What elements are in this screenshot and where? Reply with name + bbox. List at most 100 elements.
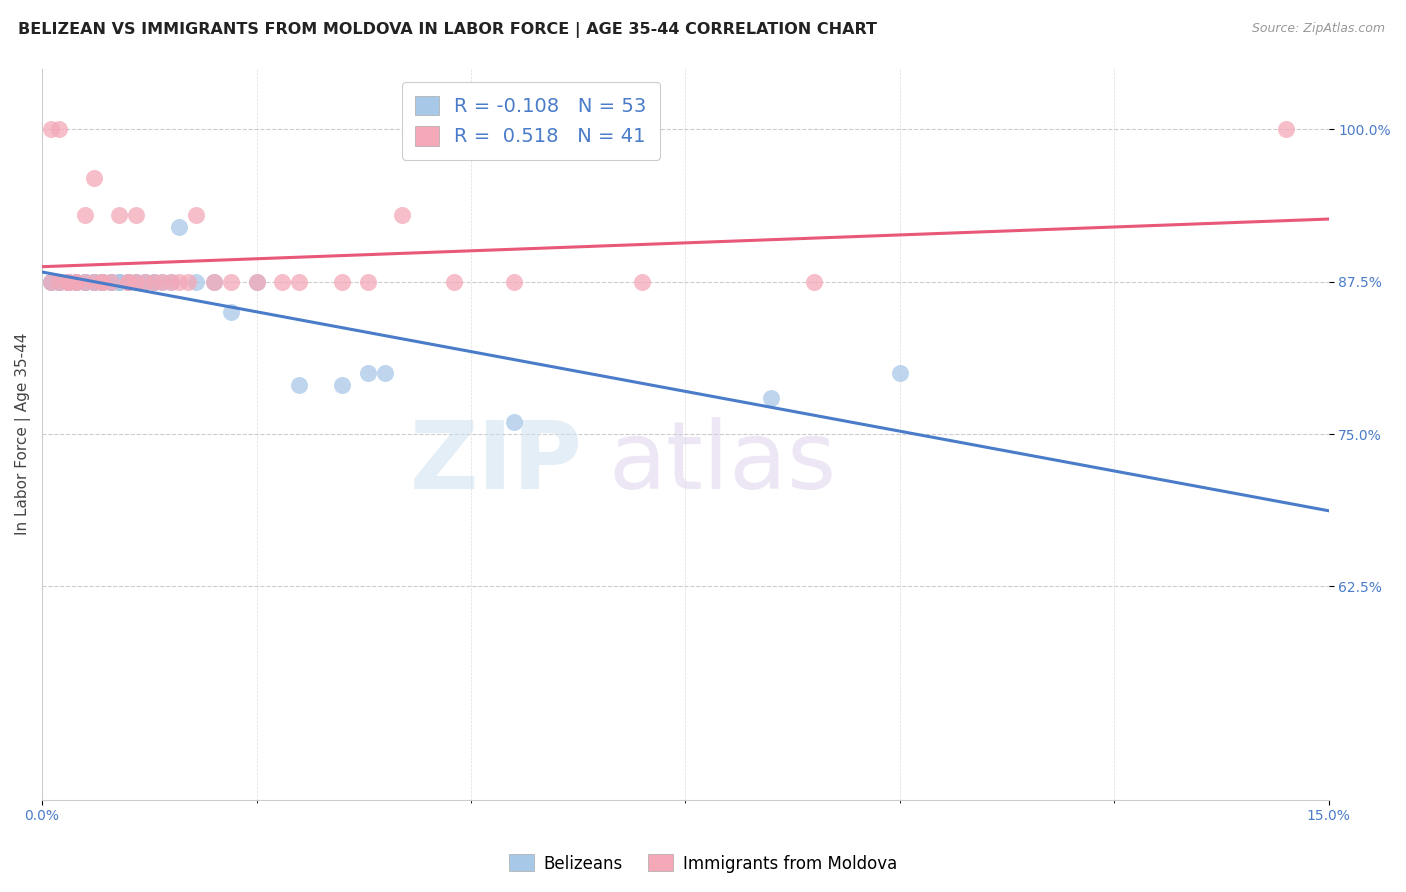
- Point: [48, 275, 70, 289]
- Text: atlas: atlas: [609, 417, 837, 509]
- Point: [39, 275, 62, 289]
- Point: [117, 275, 139, 289]
- Point: [83, 275, 105, 289]
- Point: [65, 275, 87, 289]
- Point: [56, 275, 79, 289]
- Point: [502, 275, 524, 289]
- Point: [142, 275, 165, 289]
- Point: [56, 275, 79, 289]
- Point: [117, 275, 139, 289]
- Point: [91, 275, 114, 289]
- Point: [83, 275, 105, 289]
- Point: [91, 275, 114, 289]
- Point: [108, 208, 131, 222]
- Point: [48, 275, 70, 289]
- Point: [73, 275, 96, 289]
- Point: [288, 378, 311, 392]
- Point: [125, 275, 148, 289]
- Point: [117, 275, 139, 289]
- Text: ZIP: ZIP: [409, 417, 582, 509]
- Point: [186, 275, 208, 289]
- Point: [39, 275, 62, 289]
- Point: [245, 275, 267, 289]
- Point: [631, 275, 654, 289]
- Point: [100, 275, 122, 289]
- Point: [330, 378, 353, 392]
- Point: [159, 275, 181, 289]
- Text: BELIZEAN VS IMMIGRANTS FROM MOLDOVA IN LABOR FORCE | AGE 35-44 CORRELATION CHART: BELIZEAN VS IMMIGRANTS FROM MOLDOVA IN L…: [18, 22, 877, 38]
- Point: [73, 275, 96, 289]
- Point: [65, 275, 87, 289]
- Point: [142, 275, 165, 289]
- Point: [100, 275, 122, 289]
- Point: [83, 171, 105, 186]
- Point: [330, 275, 353, 289]
- Point: [91, 275, 114, 289]
- Point: [48, 275, 70, 289]
- Point: [134, 275, 156, 289]
- Point: [134, 275, 156, 289]
- Point: [83, 275, 105, 289]
- Y-axis label: In Labor Force | Age 35-44: In Labor Force | Age 35-44: [15, 333, 31, 535]
- Point: [150, 275, 173, 289]
- Text: Source: ZipAtlas.com: Source: ZipAtlas.com: [1251, 22, 1385, 36]
- Point: [357, 275, 380, 289]
- Point: [150, 275, 173, 289]
- Point: [186, 208, 208, 222]
- Point: [245, 275, 267, 289]
- Point: [169, 275, 191, 289]
- Point: [100, 275, 122, 289]
- Point: [91, 275, 114, 289]
- Point: [177, 275, 200, 289]
- Point: [125, 208, 148, 222]
- Point: [73, 208, 96, 222]
- Point: [357, 366, 380, 380]
- Point: [443, 275, 465, 289]
- Point: [125, 275, 148, 289]
- Point: [65, 275, 87, 289]
- Point: [142, 275, 165, 289]
- Point: [56, 275, 79, 289]
- Point: [56, 275, 79, 289]
- Point: [83, 275, 105, 289]
- Point: [91, 275, 114, 289]
- Point: [391, 208, 413, 222]
- Point: [202, 275, 225, 289]
- Point: [108, 275, 131, 289]
- Point: [159, 275, 181, 289]
- Point: [100, 275, 122, 289]
- Point: [48, 122, 70, 136]
- Point: [65, 275, 87, 289]
- Point: [374, 366, 396, 380]
- Point: [39, 122, 62, 136]
- Point: [169, 219, 191, 234]
- Point: [65, 275, 87, 289]
- Point: [91, 275, 114, 289]
- Point: [73, 275, 96, 289]
- Point: [1274, 122, 1296, 136]
- Point: [202, 275, 225, 289]
- Legend: R = -0.108   N = 53, R =  0.518   N = 41: R = -0.108 N = 53, R = 0.518 N = 41: [402, 82, 661, 160]
- Point: [502, 415, 524, 429]
- Point: [134, 275, 156, 289]
- Point: [288, 275, 311, 289]
- Point: [73, 275, 96, 289]
- Point: [125, 275, 148, 289]
- Point: [803, 275, 825, 289]
- Point: [889, 366, 911, 380]
- Point: [271, 275, 294, 289]
- Point: [117, 275, 139, 289]
- Point: [91, 275, 114, 289]
- Point: [117, 275, 139, 289]
- Point: [48, 275, 70, 289]
- Point: [108, 275, 131, 289]
- Point: [219, 305, 242, 319]
- Point: [759, 391, 782, 405]
- Point: [83, 275, 105, 289]
- Point: [73, 275, 96, 289]
- Point: [108, 275, 131, 289]
- Point: [39, 275, 62, 289]
- Legend: Belizeans, Immigrants from Moldova: Belizeans, Immigrants from Moldova: [502, 847, 904, 880]
- Point: [56, 275, 79, 289]
- Point: [219, 275, 242, 289]
